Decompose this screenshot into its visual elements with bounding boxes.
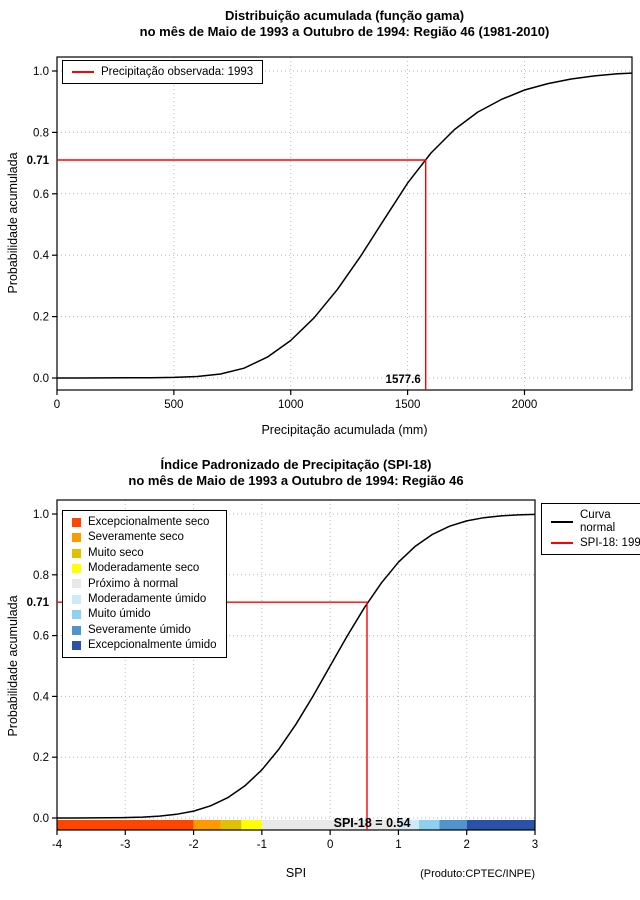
legend-item-category: Próximo à normal: [72, 578, 217, 590]
normal-curve-legend-line1: Curva: [580, 509, 611, 521]
legend-item-category: Muito úmido: [72, 608, 217, 620]
svg-text:0.6: 0.6: [33, 631, 49, 643]
legend-item-category: Excepcionalmente seco: [72, 516, 217, 528]
svg-text:1.0: 1.0: [33, 509, 49, 521]
observed-legend-label: Precipitação observada: 1993: [101, 66, 254, 78]
legend-item-category: Excepcionalmente úmido: [72, 639, 217, 651]
normal-curve-legend-label: Curva normal: [580, 509, 615, 534]
category-label: Muito úmido: [88, 608, 151, 621]
legend-item-category: Moderadamente seco: [72, 562, 217, 574]
category-swatch: [72, 610, 81, 620]
svg-text:0.0: 0.0: [33, 813, 49, 825]
observed-line-swatch: [72, 71, 94, 74]
normal-curve-line-swatch: [551, 520, 573, 523]
chart2-y-axis-label: Probabilidade acumulada: [6, 595, 20, 737]
spi18-legend-label: SPI-18: 1993: [580, 537, 640, 549]
chart1-subtitle: no mês de Maio de 1993 a Outubro de 1994…: [139, 24, 550, 39]
svg-text:0.8: 0.8: [33, 127, 49, 139]
category-swatch: [72, 579, 81, 589]
chart2-title: Índice Padronizado de Precipitação (SPI-…: [160, 457, 432, 472]
svg-text:1: 1: [395, 839, 401, 851]
category-swatch: [72, 517, 81, 527]
category-swatch: [72, 548, 81, 558]
svg-text:0: 0: [327, 839, 333, 851]
svg-text:1577.6: 1577.6: [386, 374, 421, 386]
svg-text:SPI-18 = 0.54: SPI-18 = 0.54: [334, 816, 411, 830]
svg-text:-4: -4: [52, 839, 63, 851]
category-swatch: [72, 533, 81, 543]
chart2-x-axis-label: SPI: [285, 866, 307, 880]
spi18-line-swatch: [551, 542, 573, 545]
legend-item-category: Severamente úmido: [72, 624, 217, 636]
category-swatch: [72, 640, 81, 650]
chart1-y-axis-label: Probabilidade acumulada: [6, 152, 20, 294]
svg-text:3: 3: [532, 839, 538, 851]
chart1-x-axis-label: Precipitação acumulada (mm): [261, 423, 428, 437]
svg-text:-3: -3: [120, 839, 130, 851]
legend-item-category: Moderadamente úmido: [72, 593, 217, 605]
svg-text:0.71: 0.71: [27, 155, 50, 167]
legend-item-spi18: SPI-18: 1993: [551, 537, 640, 549]
legend-item-observed: Precipitação observada: 1993: [72, 66, 253, 78]
category-label: Severamente seco: [88, 531, 184, 544]
category-label: Severamente úmido: [88, 623, 191, 636]
svg-text:0.2: 0.2: [33, 752, 49, 764]
category-swatch: [72, 625, 81, 635]
svg-text:0: 0: [54, 399, 60, 411]
chart2-curve-legend: Curva normal SPI-18: 1993: [541, 503, 640, 556]
category-label: Moderadamente seco: [88, 562, 200, 575]
chart1-title: Distribuição acumulada (função gama): [224, 8, 465, 23]
svg-text:2000: 2000: [512, 399, 538, 411]
chart2-category-legend: Excepcionalmente seco Severamente seco M…: [62, 510, 227, 658]
svg-text:-2: -2: [188, 839, 198, 851]
svg-text:1000: 1000: [278, 399, 304, 411]
legend-item-category: Muito seco: [72, 547, 217, 559]
svg-text:500: 500: [164, 399, 183, 411]
category-swatch: [72, 563, 81, 573]
svg-text:1500: 1500: [395, 399, 421, 411]
category-label: Moderadamente úmido: [88, 593, 207, 606]
svg-text:1.0: 1.0: [33, 66, 49, 78]
category-label: Excepcionalmente seco: [88, 516, 210, 528]
normal-curve-legend-line2: normal: [580, 521, 616, 534]
svg-text:0.0: 0.0: [33, 373, 49, 385]
svg-text:-1: -1: [257, 839, 267, 851]
svg-text:0.8: 0.8: [33, 570, 49, 582]
legend-item-normal-curve: Curva normal: [551, 509, 640, 534]
svg-text:0.4: 0.4: [33, 691, 50, 703]
svg-text:0.71: 0.71: [27, 597, 50, 609]
svg-text:0.2: 0.2: [33, 312, 49, 324]
category-label: Muito seco: [88, 546, 144, 559]
legend-item-category: Severamente seco: [72, 531, 217, 543]
svg-text:0.6: 0.6: [33, 189, 49, 201]
chart1-legend: Precipitação observada: 1993: [62, 60, 264, 85]
svg-text:0.4: 0.4: [33, 250, 50, 262]
category-swatch: [72, 594, 81, 604]
category-label: Próximo à normal: [88, 577, 179, 590]
credit-text: (Produto:CPTEC/INPE): [420, 868, 535, 880]
chart2-subtitle: no mês de Maio de 1993 a Outubro de 1994…: [128, 473, 464, 488]
category-label: Excepcionalmente úmido: [88, 639, 217, 652]
svg-text:2: 2: [464, 839, 470, 851]
